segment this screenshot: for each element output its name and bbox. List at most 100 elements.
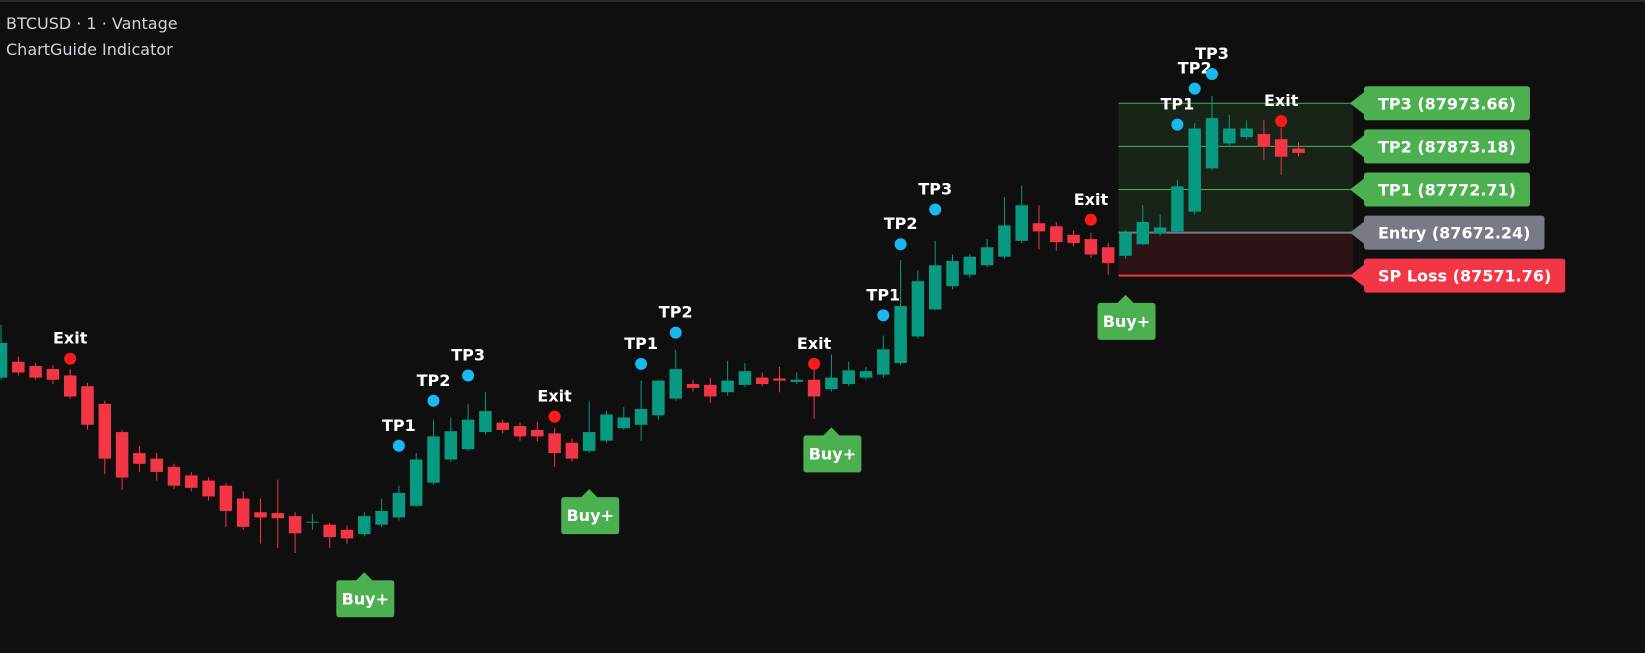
level-label: TP1 (87772.71)	[1350, 172, 1530, 207]
chart-title: BTCUSD · 1 · Vantage	[6, 14, 178, 33]
buy-signal: Buy+	[561, 489, 620, 535]
signal-dot	[1084, 213, 1097, 226]
buy-signal-text: Buy+	[566, 506, 613, 525]
level-zone	[1118, 189, 1353, 233]
level-label: Entry (87672.24)	[1350, 215, 1545, 250]
candle-body	[219, 485, 233, 511]
candle-body	[1067, 234, 1080, 243]
buy-signal-box	[803, 427, 862, 473]
candle-body	[790, 379, 804, 382]
level-zone	[1118, 103, 1353, 147]
signal-dot	[462, 369, 475, 382]
signal-label: Exit	[797, 334, 832, 353]
candle-body	[582, 432, 596, 451]
signal-label: TP1	[866, 285, 900, 304]
signal-label: TP2	[1178, 59, 1212, 78]
candle-body	[721, 380, 734, 393]
candle-body	[288, 516, 302, 534]
candle-body	[98, 403, 112, 459]
candle-body	[1205, 118, 1219, 169]
candle-body	[773, 378, 786, 381]
level-label-box	[1350, 129, 1530, 164]
signal-dot	[392, 439, 405, 452]
level-label: SP Loss (87571.76)	[1350, 258, 1566, 293]
candle-body	[306, 521, 319, 523]
candle-body	[254, 512, 267, 518]
candle-body	[894, 305, 907, 364]
candle-body	[115, 432, 129, 478]
signal-label: TP1	[624, 334, 658, 353]
signal-dot	[669, 326, 682, 339]
level-label-box	[1350, 172, 1530, 207]
candle-body	[513, 426, 527, 437]
candle-body	[911, 281, 925, 337]
candle-body	[444, 431, 458, 460]
candle-body	[531, 429, 544, 437]
signal-dot	[808, 357, 821, 370]
candle-body	[461, 419, 475, 450]
candle-body	[1223, 128, 1236, 144]
candle-body	[202, 480, 215, 497]
buy-signal: Buy+	[336, 572, 395, 618]
signal-label: TP3	[1195, 44, 1229, 63]
level-label-text: TP2 (87873.18)	[1378, 137, 1516, 156]
signal-label: TP2	[417, 371, 451, 390]
candle-body	[63, 375, 77, 397]
candle-body	[323, 524, 336, 538]
level-label-text: TP1 (87772.71)	[1378, 180, 1516, 199]
candle-body	[81, 386, 94, 425]
level-label-box	[1350, 86, 1530, 121]
candle-body	[825, 377, 838, 390]
candle-body	[409, 459, 423, 506]
buy-signal: Buy+	[1097, 294, 1156, 340]
signal-dot	[635, 357, 648, 370]
signal-dot	[548, 410, 561, 423]
signal-label: TP3	[451, 345, 485, 364]
candle-body	[236, 498, 250, 527]
candle-body	[1015, 205, 1028, 241]
signal-dot	[427, 394, 440, 407]
level-label: TP2 (87873.18)	[1350, 129, 1530, 164]
level-zone	[1118, 146, 1353, 190]
buy-signal-text: Buy+	[342, 589, 389, 608]
candle-body	[150, 458, 163, 472]
candle-body	[29, 366, 42, 378]
candle-body	[946, 260, 959, 287]
candle-body	[842, 370, 855, 385]
candle-body	[755, 377, 769, 385]
signal-dot	[1171, 118, 1184, 131]
candle-body	[1153, 227, 1167, 234]
candle-body	[1257, 134, 1271, 147]
signal-label: Exit	[537, 387, 572, 406]
candle-body	[1188, 128, 1201, 212]
candle-body	[704, 384, 717, 397]
level-label-text: TP3 (87973.66)	[1378, 94, 1516, 113]
candle-body	[133, 453, 146, 464]
candle-body	[1274, 139, 1288, 157]
signal-label: TP1	[1161, 95, 1195, 114]
buy-signal-text: Buy+	[1103, 312, 1150, 331]
candle-body	[807, 379, 821, 397]
signal-dot	[877, 309, 890, 322]
candle-body	[1050, 226, 1063, 243]
candle-body	[928, 265, 942, 310]
signal-dot	[1206, 68, 1218, 80]
signal-label: TP3	[918, 180, 952, 199]
candle-body	[392, 492, 406, 518]
chart-subtitle: ChartGuide Indicator	[6, 40, 173, 59]
candle-body	[565, 442, 579, 459]
signal-dot	[929, 203, 942, 216]
level-label-box	[1350, 258, 1566, 293]
buy-signal-box	[561, 489, 620, 535]
candle-body	[634, 408, 648, 425]
signal-label: Exit	[53, 329, 88, 348]
candle-body	[1136, 221, 1150, 245]
candle-body	[980, 247, 994, 266]
candle-body	[0, 342, 8, 378]
candle-body	[479, 411, 492, 433]
candle-body	[340, 529, 354, 539]
level-label-text: SP Loss (87571.76)	[1378, 267, 1551, 286]
signal-label: TP1	[382, 416, 416, 435]
